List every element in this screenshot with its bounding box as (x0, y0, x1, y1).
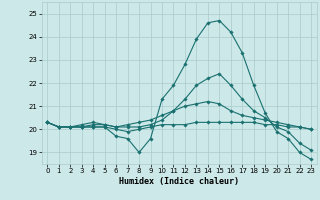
X-axis label: Humidex (Indice chaleur): Humidex (Indice chaleur) (119, 177, 239, 186)
